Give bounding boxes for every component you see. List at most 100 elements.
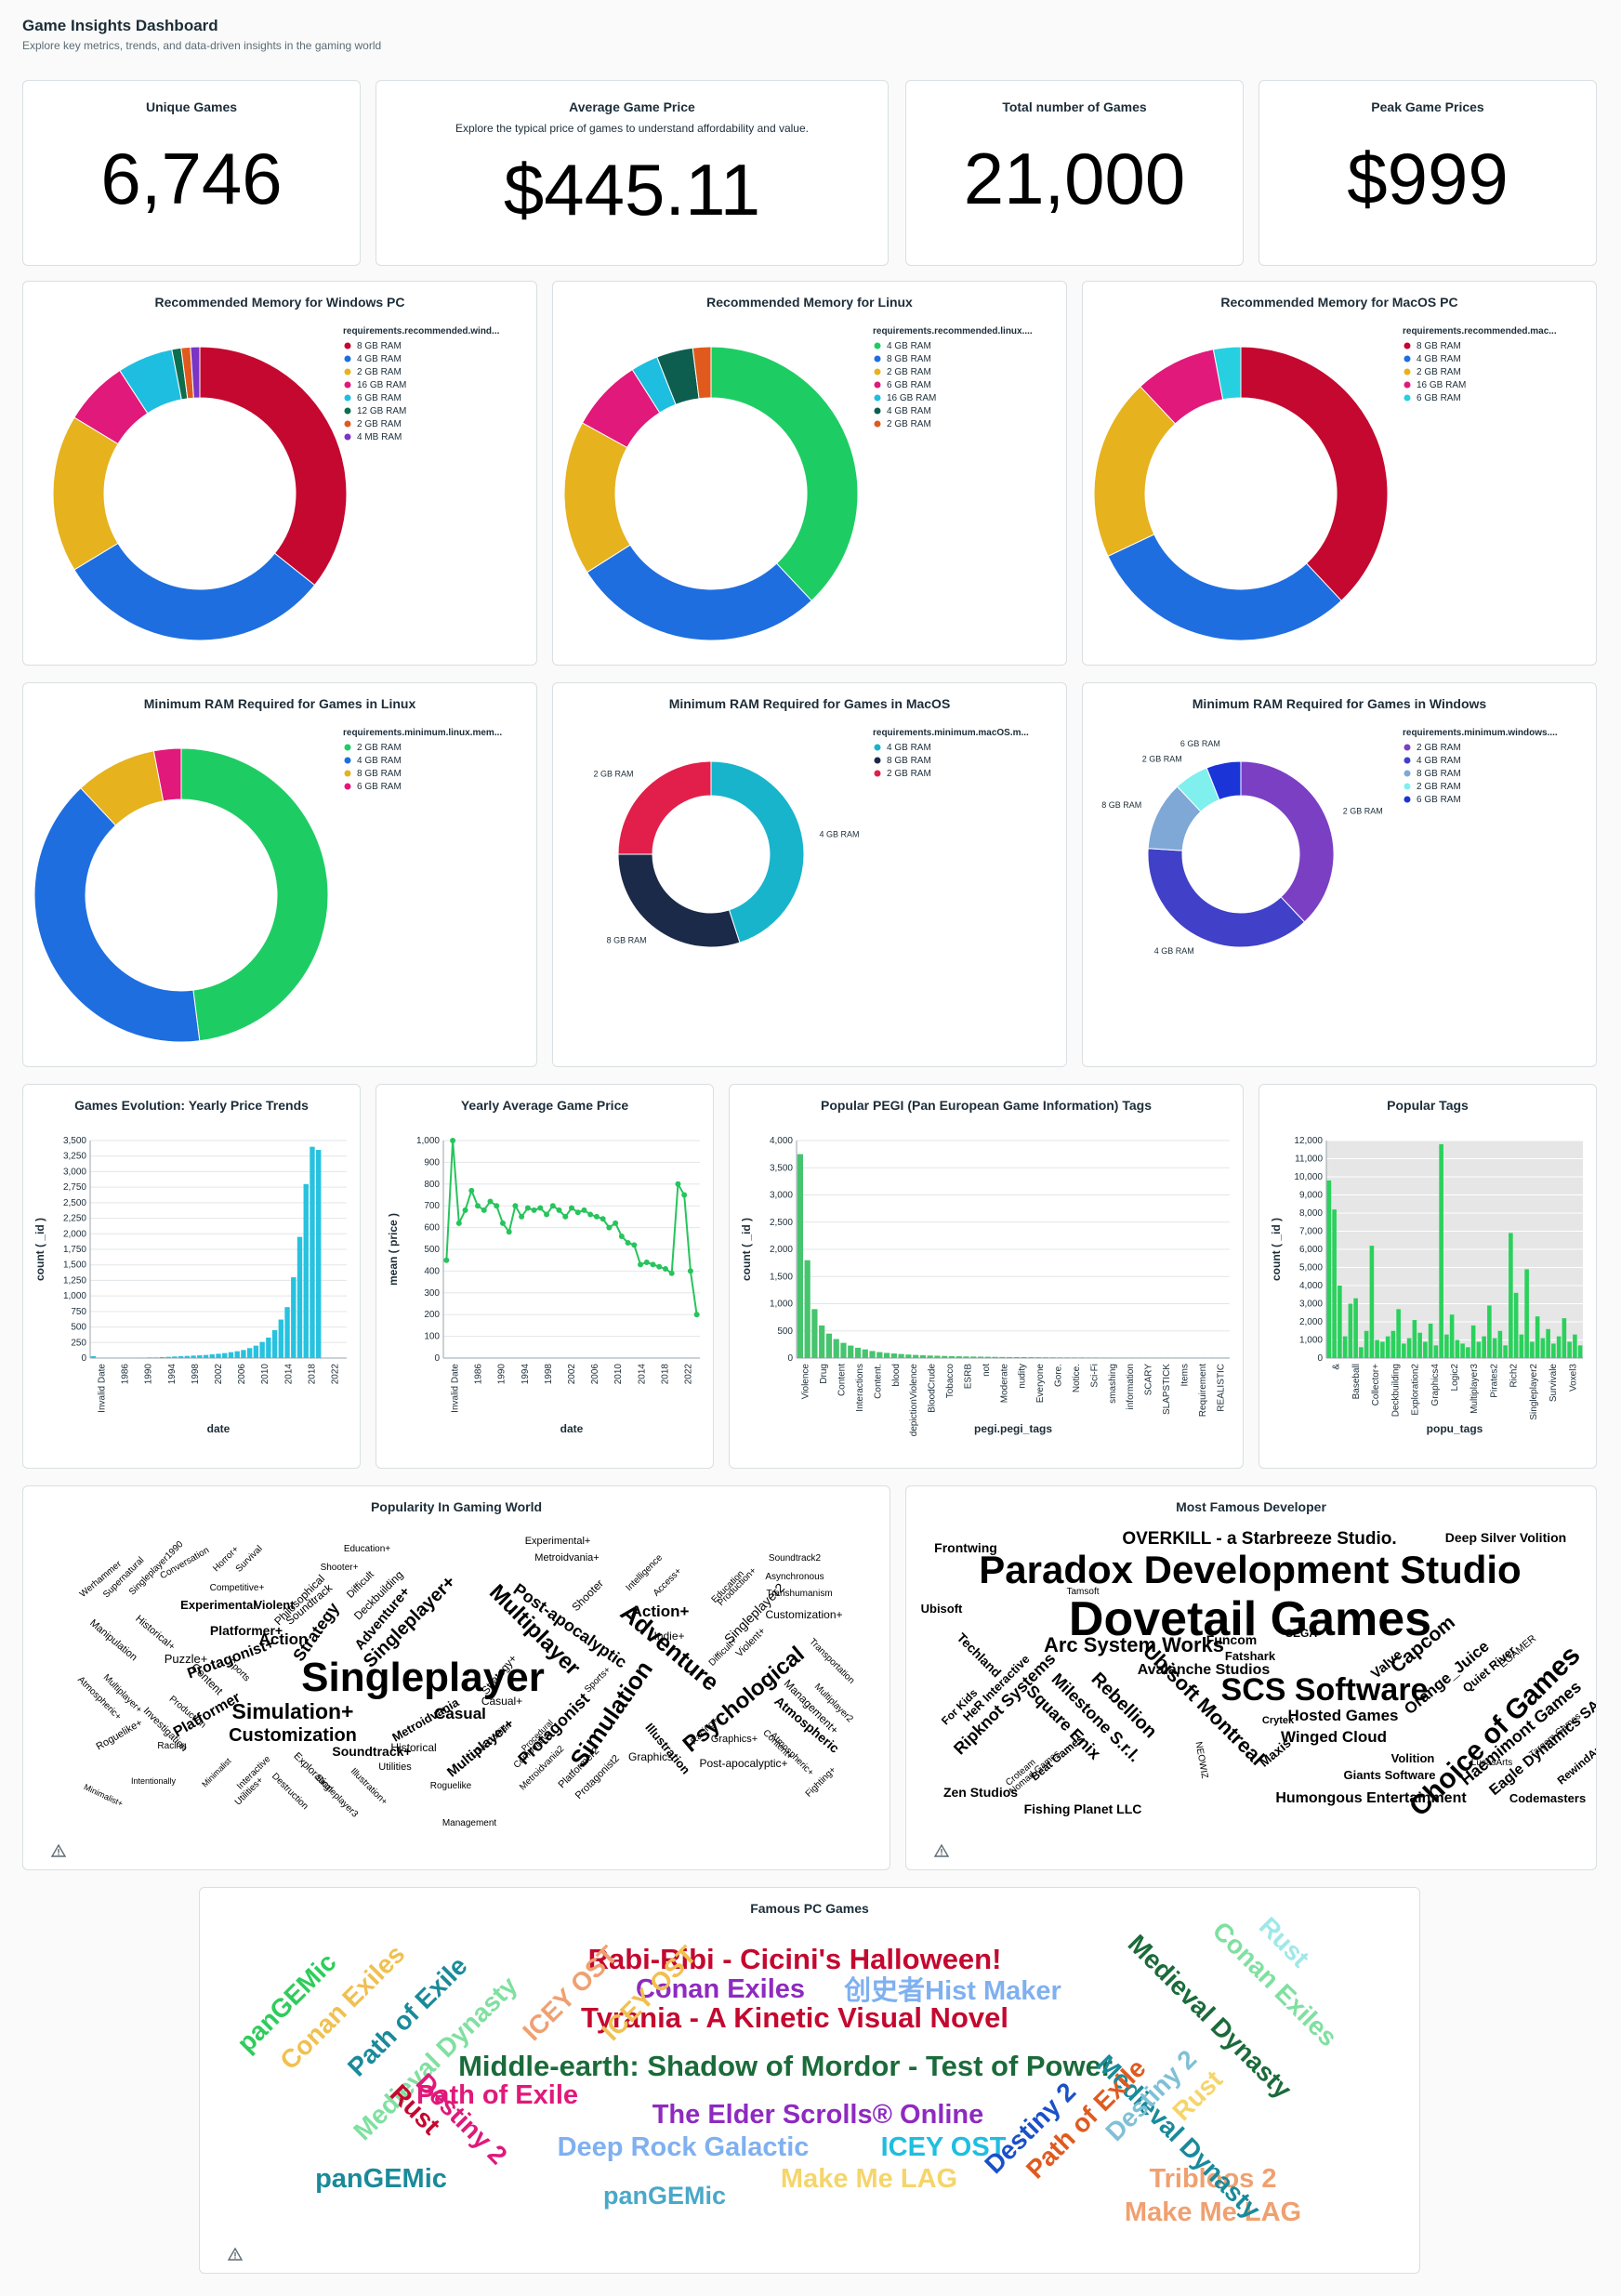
bar[interactable] <box>172 1356 178 1358</box>
bar[interactable] <box>271 1329 278 1358</box>
bar[interactable] <box>291 1277 297 1358</box>
bar[interactable] <box>1503 1345 1508 1358</box>
bar[interactable] <box>984 1356 991 1358</box>
legend-label[interactable]: 4 GB RAM <box>887 743 931 753</box>
bar[interactable] <box>1035 1357 1042 1358</box>
bar[interactable] <box>228 1352 234 1358</box>
bar[interactable] <box>184 1355 191 1358</box>
bar[interactable] <box>992 1356 998 1358</box>
bar[interactable] <box>970 1356 977 1358</box>
data-point[interactable] <box>681 1192 688 1198</box>
data-point[interactable] <box>618 1233 625 1239</box>
data-point[interactable] <box>537 1205 544 1211</box>
bar[interactable] <box>927 1355 933 1358</box>
bar[interactable] <box>955 1356 962 1358</box>
bar[interactable] <box>1556 1336 1562 1358</box>
bar[interactable] <box>222 1353 228 1358</box>
bar[interactable] <box>905 1354 912 1358</box>
bar[interactable] <box>90 1355 97 1358</box>
data-point[interactable] <box>643 1260 650 1266</box>
legend-label[interactable]: 2 GB RAM <box>887 769 931 779</box>
legend-label[interactable]: 6 GB RAM <box>357 782 402 792</box>
bar[interactable] <box>1396 1309 1401 1358</box>
bar[interactable] <box>1332 1209 1337 1358</box>
bar[interactable] <box>1530 1341 1535 1358</box>
data-point[interactable] <box>675 1181 681 1187</box>
bar[interactable] <box>1021 1357 1027 1358</box>
legend-label[interactable]: 8 GB RAM <box>887 354 931 364</box>
data-point[interactable] <box>593 1213 600 1220</box>
legend-label[interactable]: 4 GB RAM <box>357 756 402 766</box>
legend-label[interactable]: 6 GB RAM <box>1417 393 1461 403</box>
data-point[interactable] <box>650 1261 656 1268</box>
legend-label[interactable]: 2 GB RAM <box>357 367 402 377</box>
bar[interactable] <box>253 1345 259 1358</box>
bar[interactable] <box>1342 1336 1348 1358</box>
legend-label[interactable]: 8 GB RAM <box>357 341 402 351</box>
bar[interactable] <box>1487 1305 1492 1358</box>
data-point[interactable] <box>531 1207 537 1213</box>
bar[interactable] <box>876 1352 883 1358</box>
bar[interactable] <box>1466 1347 1470 1358</box>
bar[interactable] <box>259 1341 265 1358</box>
bar[interactable] <box>1524 1269 1529 1358</box>
bar[interactable] <box>942 1355 948 1358</box>
bar[interactable] <box>1551 1343 1556 1358</box>
data-point[interactable] <box>494 1203 500 1209</box>
bar[interactable] <box>819 1325 825 1358</box>
bar[interactable] <box>266 1337 271 1358</box>
bar[interactable] <box>316 1150 322 1358</box>
bar[interactable] <box>209 1353 215 1358</box>
legend-label[interactable]: 8 GB RAM <box>1417 341 1461 351</box>
data-point[interactable] <box>512 1203 519 1209</box>
bar[interactable] <box>1577 1345 1583 1358</box>
bar[interactable] <box>1064 1357 1071 1358</box>
data-point[interactable] <box>519 1213 525 1220</box>
bar[interactable] <box>1546 1328 1550 1358</box>
legend-label[interactable]: 16 GB RAM <box>887 393 936 403</box>
data-point[interactable] <box>450 1138 456 1143</box>
bar[interactable] <box>1390 1330 1396 1358</box>
bar[interactable] <box>869 1351 876 1358</box>
bar[interactable] <box>1444 1334 1449 1358</box>
bar[interactable] <box>1380 1341 1385 1358</box>
bar[interactable] <box>147 1357 152 1358</box>
bar[interactable] <box>234 1351 240 1358</box>
legend-label[interactable]: 4 GB RAM <box>1417 354 1461 364</box>
bar[interactable] <box>1086 1357 1092 1358</box>
bar[interactable] <box>1057 1357 1063 1358</box>
legend-label[interactable]: 4 GB RAM <box>1417 756 1461 766</box>
data-point[interactable] <box>587 1211 594 1218</box>
bar[interactable] <box>246 1348 253 1358</box>
data-point[interactable] <box>631 1242 638 1248</box>
bar[interactable] <box>1359 1347 1364 1358</box>
data-point[interactable] <box>499 1220 506 1226</box>
legend-label[interactable]: 4 MB RAM <box>357 432 402 442</box>
legend-label[interactable]: 2 GB RAM <box>357 419 402 429</box>
bar[interactable] <box>1513 1292 1519 1358</box>
bar[interactable] <box>152 1357 159 1358</box>
bar[interactable] <box>1100 1357 1107 1358</box>
legend-label[interactable]: 16 GB RAM <box>1417 380 1466 390</box>
bar[interactable] <box>1007 1356 1013 1358</box>
bar[interactable] <box>1423 1341 1428 1358</box>
bar[interactable] <box>1364 1330 1369 1358</box>
bar[interactable] <box>913 1354 919 1358</box>
bar[interactable] <box>1455 1339 1460 1359</box>
data-point[interactable] <box>443 1257 450 1263</box>
legend-label[interactable]: 6 GB RAM <box>357 393 402 403</box>
bar[interactable] <box>1492 1338 1497 1358</box>
bar[interactable] <box>1460 1343 1465 1358</box>
bar[interactable] <box>1406 1338 1412 1358</box>
bar[interactable] <box>811 1309 818 1358</box>
bar[interactable] <box>1013 1356 1020 1358</box>
legend-label[interactable]: 2 GB RAM <box>1417 367 1461 377</box>
bar[interactable] <box>854 1347 862 1358</box>
bar[interactable] <box>1028 1357 1035 1358</box>
bar[interactable] <box>297 1236 303 1358</box>
legend-label[interactable]: 6 GB RAM <box>887 380 931 390</box>
data-point[interactable] <box>693 1312 700 1318</box>
legend-label[interactable]: 8 GB RAM <box>887 756 931 766</box>
bar[interactable] <box>825 1333 833 1358</box>
bar[interactable] <box>977 1356 984 1358</box>
